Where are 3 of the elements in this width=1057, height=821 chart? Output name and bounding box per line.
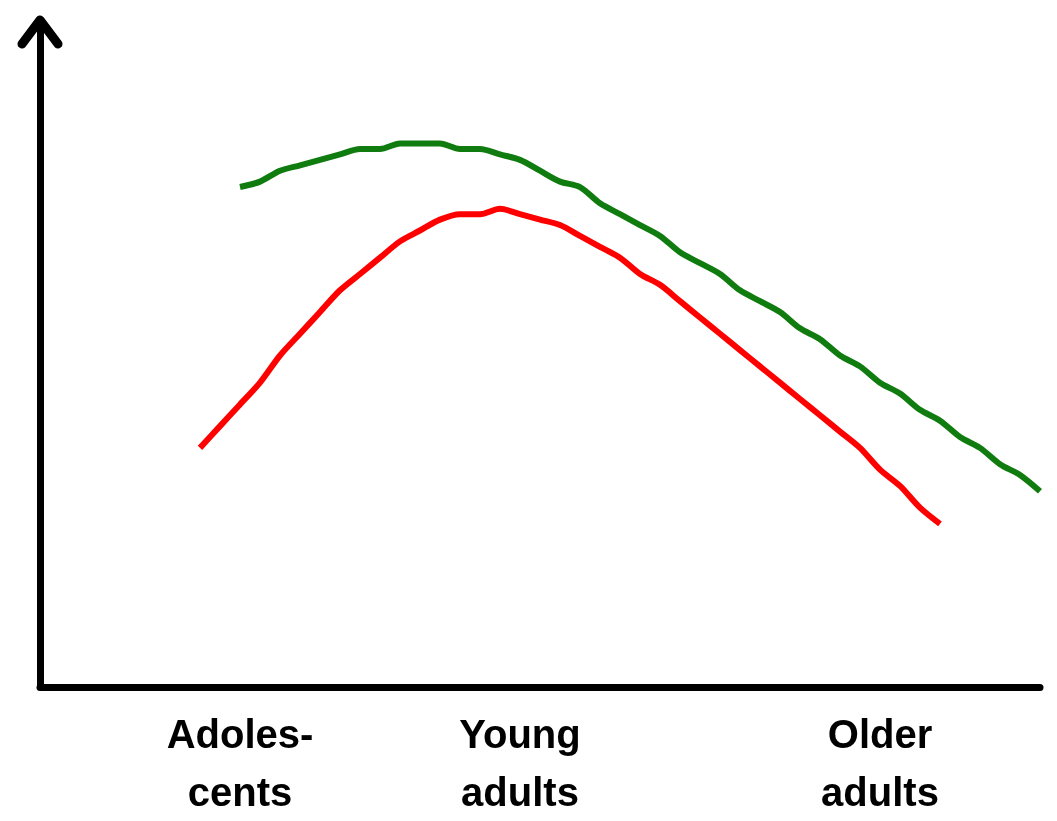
x-tick-label: Adoles- cents (166, 712, 314, 814)
x-tick-label: Older adults (821, 712, 939, 814)
x-tick-label: Young adults (459, 712, 581, 814)
